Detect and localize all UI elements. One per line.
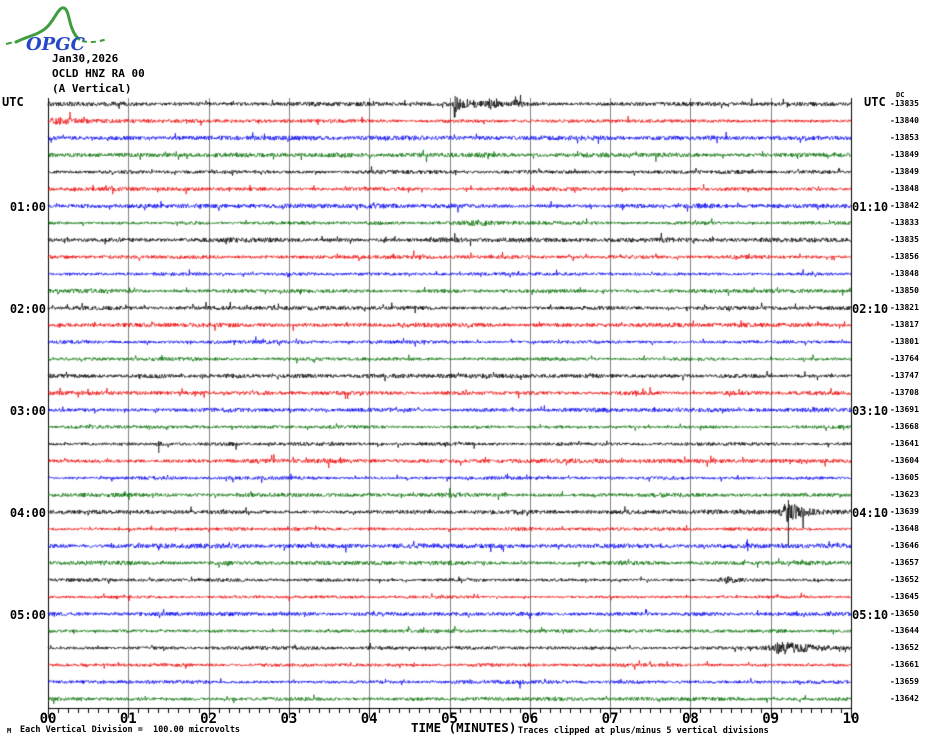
trace-dc-value: -13840 xyxy=(890,116,919,125)
logo-peak-curve xyxy=(14,6,81,44)
scale-note: Each Vertical Division = 100.00 microvol… xyxy=(20,725,241,735)
hour-label-left: 05:00 xyxy=(9,608,46,622)
hour-label-right: 04:10 xyxy=(852,506,889,520)
trace-dc-value: -13747 xyxy=(890,371,919,380)
scale-mark: M xyxy=(7,727,12,735)
hour-label-left: 03:00 xyxy=(9,404,46,418)
trace-dc-value: -13605 xyxy=(890,473,919,482)
x-tick-label: 05 xyxy=(441,711,458,727)
logo-dash-left xyxy=(5,41,15,45)
trace-dc-value: -13835 xyxy=(890,235,919,244)
trace-dc-value: -13848 xyxy=(890,184,919,193)
trace-dc-value: -13646 xyxy=(890,541,919,550)
x-tick-label: 07 xyxy=(601,711,619,727)
trace-dc-value: -13853 xyxy=(890,133,919,142)
trace-dc-value: -13604 xyxy=(890,456,919,465)
trace-dc-value: -13642 xyxy=(890,694,919,703)
trace-dc-value: -13849 xyxy=(890,167,919,176)
hour-label-right: 03:10 xyxy=(852,404,889,418)
trace-dc-value: -13639 xyxy=(890,507,919,516)
trace-dc-value: -13764 xyxy=(890,354,919,363)
x-tick-label: 04 xyxy=(360,711,378,727)
hour-label-right: 05:10 xyxy=(852,608,889,622)
x-tick-label: 01 xyxy=(119,711,137,727)
trace-dc-value: -13856 xyxy=(890,252,919,261)
trace-dc-value: -13821 xyxy=(890,303,919,312)
trace-dc-value: -13691 xyxy=(890,405,919,414)
trace-dc-value: -13833 xyxy=(890,218,919,227)
hour-label-right: 01:10 xyxy=(852,200,889,214)
trace-dc-value: -13644 xyxy=(890,626,919,635)
trace-dc-value: -13850 xyxy=(890,286,919,295)
trace-dc-value: -13648 xyxy=(890,524,919,533)
trace-dc-value: -13842 xyxy=(890,201,919,210)
header-station: OCLD HNZ RA 00 xyxy=(52,67,145,80)
trace-dc-value: -13659 xyxy=(890,677,919,686)
trace-dc-value: -13849 xyxy=(890,150,919,159)
x-tick-label: 00 xyxy=(39,711,57,727)
x-axis-title: TIME (MINUTES) xyxy=(411,720,517,735)
x-tick-label: 02 xyxy=(200,711,218,727)
utc-label-left: UTC xyxy=(2,95,24,109)
logo-text: OPGC xyxy=(26,34,86,54)
hour-label-left: 01:00 xyxy=(9,200,46,214)
trace-dc-value: -13641 xyxy=(890,439,919,448)
x-tick-label: 06 xyxy=(521,711,539,727)
hour-label-left: 02:00 xyxy=(9,302,46,316)
trace-dc-value: -13708 xyxy=(890,388,919,397)
dc-label: DC xyxy=(896,91,905,99)
opgc-logo: OPGC xyxy=(5,6,108,54)
x-tick-label: 09 xyxy=(762,711,780,727)
trace-dc-value: -13645 xyxy=(890,592,919,601)
trace-dc-value: -13623 xyxy=(890,490,919,499)
trace-dc-value: -13652 xyxy=(890,643,919,652)
logo-dash-right xyxy=(81,38,108,44)
x-tick-label: 10 xyxy=(842,711,860,727)
x-tick-label: 03 xyxy=(280,711,298,727)
trace-dc-value: -13835 xyxy=(890,99,919,108)
utc-label-right: UTC xyxy=(864,95,886,109)
clip-note: Traces clipped at plus/minus 5 vertical … xyxy=(518,726,769,736)
trace-dc-value: -13801 xyxy=(890,337,919,346)
trace-dc-value: -13848 xyxy=(890,269,919,278)
trace-dc-value: -13817 xyxy=(890,320,919,329)
x-tick-label: 08 xyxy=(681,711,699,727)
hour-label-right: 02:10 xyxy=(852,302,889,316)
header-component: (A Vertical) xyxy=(52,82,132,95)
trace-dc-value: -13661 xyxy=(890,660,919,669)
header-date: Jan30,2026 xyxy=(52,52,119,65)
hour-label-left: 04:00 xyxy=(9,506,46,520)
trace-dc-value: -13657 xyxy=(890,558,919,567)
trace-dc-value: -13650 xyxy=(890,609,919,618)
trace-dc-value: -13652 xyxy=(890,575,919,584)
trace-dc-value: -13668 xyxy=(890,422,919,431)
